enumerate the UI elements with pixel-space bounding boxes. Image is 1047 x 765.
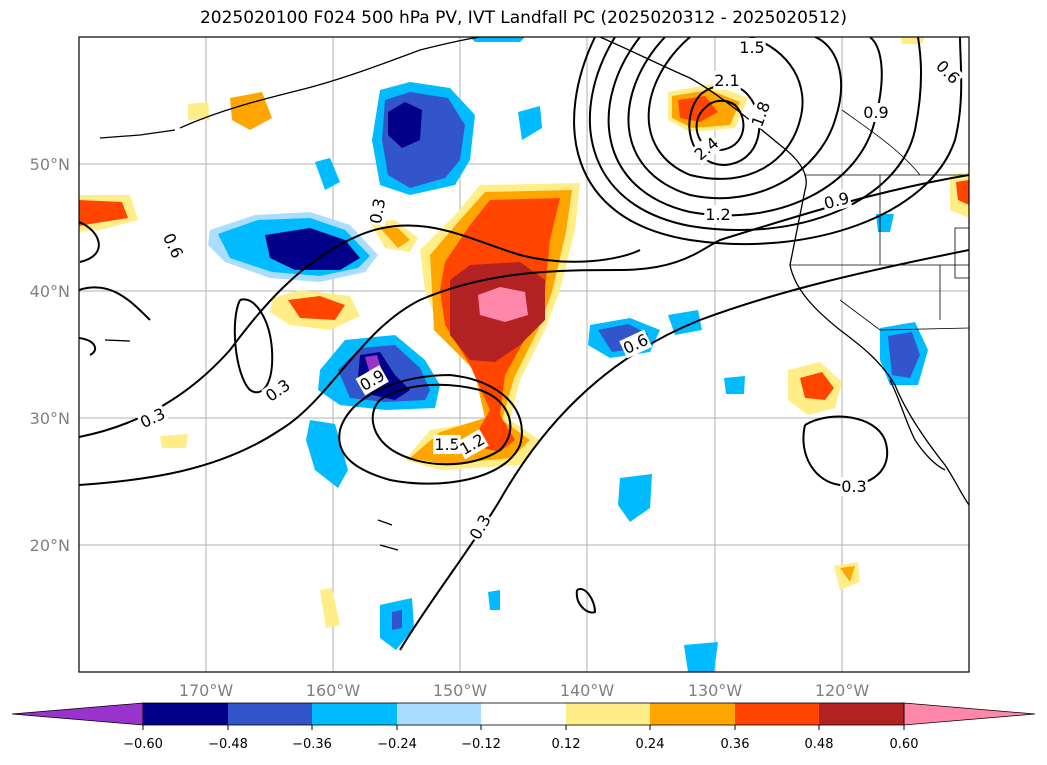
colorbar-min-extension <box>11 702 144 726</box>
contour-label-backing <box>738 38 766 57</box>
colorbar-segment <box>397 703 481 725</box>
lat-tick-label: 50°N <box>30 155 70 174</box>
colorbar-tick-label: −0.48 <box>208 737 248 752</box>
lon-tick-label: 160°W <box>306 681 361 700</box>
lon-tick-label: 120°W <box>815 681 870 700</box>
ivt-contours <box>79 37 969 651</box>
contour-label-backing <box>862 103 890 122</box>
contour-label-backing <box>365 195 390 227</box>
political-borders <box>790 109 969 331</box>
colorbar-tick-label: 0.12 <box>552 737 581 752</box>
contour-label-backing <box>704 205 732 224</box>
colorbar-ticks <box>142 725 905 730</box>
contour-label-backing <box>355 365 389 396</box>
contour-label-backing <box>820 187 853 214</box>
colorbar-segment <box>566 703 650 725</box>
colorbar-tick-label: −0.12 <box>461 737 501 752</box>
contour-label-backing <box>747 97 775 131</box>
colorbar-segment <box>819 703 904 725</box>
contour-label-backing <box>619 329 653 359</box>
colorbar-segment <box>228 703 312 725</box>
colorbar-segment <box>481 703 566 725</box>
chart-title: 2025020100 F024 500 hPa PV, IVT Landfall… <box>199 8 847 28</box>
contour-label: 0.3 <box>366 197 389 225</box>
colorbar-tick-label: −0.36 <box>292 737 332 752</box>
contour-label: 1.5 <box>739 38 764 57</box>
contour-label: 1.5 <box>434 435 459 454</box>
colorbar-segment <box>312 703 397 725</box>
contour-label-backing <box>840 477 868 496</box>
contour-label: 0.3 <box>841 477 866 496</box>
lon-tick-label: 140°W <box>560 681 615 700</box>
contour-label-backing <box>455 429 489 460</box>
colorbar-segment <box>735 703 819 725</box>
lat-tick-label: 40°N <box>30 282 70 301</box>
colorbar-tick-label: 0.36 <box>721 737 750 752</box>
contour-label-backing <box>158 229 188 263</box>
colorbar-tick-label: 0.48 <box>805 737 834 752</box>
contour-label: 1.2 <box>705 205 730 224</box>
colorbar-segment <box>143 703 228 725</box>
contour-label: 0.9 <box>863 103 888 122</box>
lon-tick-label: 130°W <box>688 681 743 700</box>
colorbar-tick-label: −0.24 <box>377 737 417 752</box>
lat-tick-label: 30°N <box>30 409 70 428</box>
contour-label: 2.1 <box>714 71 739 90</box>
contour-label-backing <box>713 71 741 90</box>
lat-tick-label: 20°N <box>30 536 70 555</box>
contour-label-backing <box>433 435 461 454</box>
contour-label-backing <box>689 132 724 165</box>
colorbar-segment <box>650 703 735 725</box>
contour-label-backing <box>931 55 965 89</box>
lon-tick-label: 150°W <box>433 681 488 700</box>
colorbar-outline <box>142 702 905 726</box>
colorbar-tick-label: 0.24 <box>636 737 665 752</box>
lat-tick-labels: 50°N 40°N 30°N 20°N <box>30 155 70 555</box>
colorbar-tick-label: −0.60 <box>123 737 163 752</box>
colorbar: −0.60 −0.48 −0.36 −0.24 −0.12 0.12 0.24 … <box>11 702 1036 752</box>
map-frame <box>78 36 970 673</box>
lon-tick-label: 170°W <box>179 681 234 700</box>
colorbar-max-extension <box>903 702 1036 726</box>
contour-label-backing <box>261 374 295 407</box>
colorbar-tick-label: 0.60 <box>890 737 919 752</box>
contour-label-backing <box>136 403 170 433</box>
lon-tick-labels: 170°W 160°W 150°W 140°W 130°W 120°W <box>179 681 870 700</box>
contour-label-backing <box>465 510 496 544</box>
